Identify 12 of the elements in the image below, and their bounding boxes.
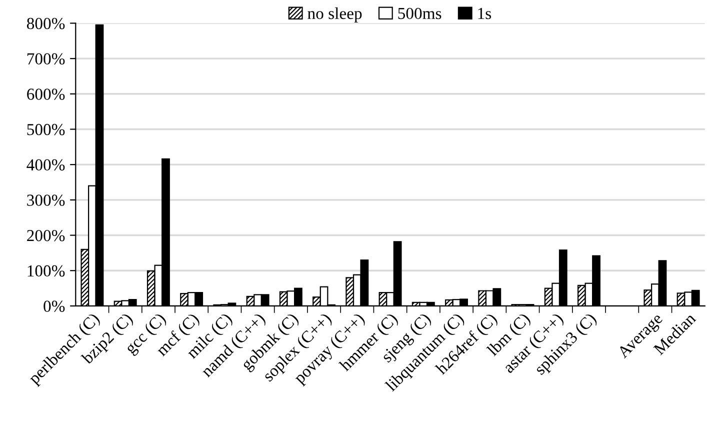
y-tick-label: 700% [27, 53, 65, 65]
legend-label: 1s [478, 8, 491, 20]
legend-label: no sleep [308, 7, 362, 22]
y-tick-label: 100% [28, 265, 65, 277]
y-tick-label: 400% [26, 159, 65, 171]
y-tick-label: 600% [27, 88, 65, 100]
legend-label: 500ms [398, 8, 442, 20]
y-tick-label: 200% [27, 230, 65, 242]
y-tick-label: 500% [27, 124, 65, 136]
y-tick-label: 300% [27, 194, 65, 206]
y-tick-label: 800% [26, 18, 65, 30]
y-tick-label: 0% [44, 300, 65, 312]
